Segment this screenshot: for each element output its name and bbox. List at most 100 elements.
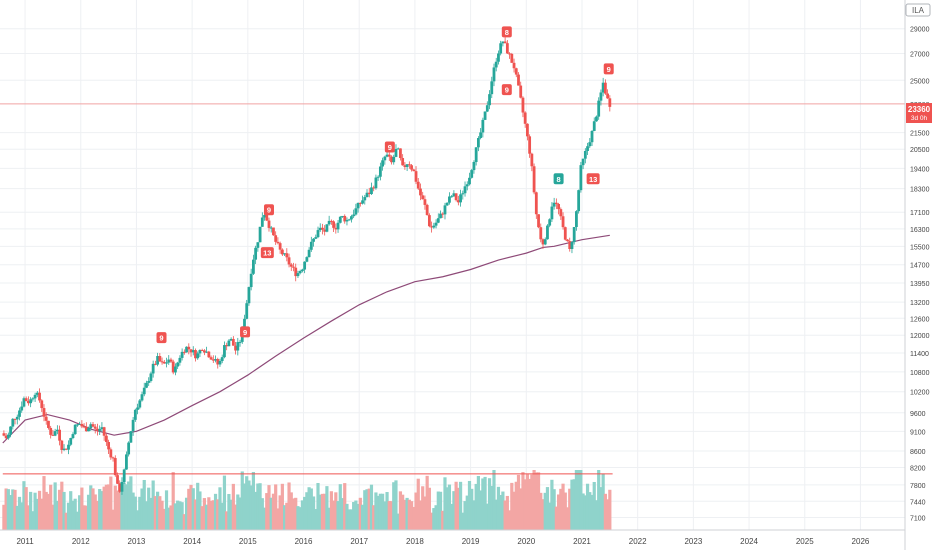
candle-body [78,423,82,425]
candle-body [606,93,610,99]
volume-bar [55,500,59,530]
candle-body [307,249,311,258]
volume-bar [606,499,610,530]
candle-body [468,177,471,185]
volume-bar [220,502,224,530]
candle-body [419,188,422,196]
candle-body [403,165,407,168]
volume-bar [236,494,240,530]
candle-body [483,111,487,120]
volume-bar [505,495,509,530]
candle-body [107,442,110,450]
candle-body [96,428,99,431]
volume-bar [271,493,276,530]
volume-bar [327,507,331,530]
volume-bar [447,484,452,530]
volume-bar [42,476,46,530]
volume-bar [153,496,157,530]
volume-bar [173,503,178,530]
candle-body [265,214,269,221]
volume-bar [37,490,42,530]
candle-body [125,454,128,470]
candle-body [448,196,451,203]
candle-body [557,203,560,210]
volume-bar [467,480,472,530]
candle-body [80,423,84,427]
volume-bar [552,489,556,530]
volume-bar [231,483,235,530]
candle-body [64,448,68,450]
y-axis[interactable]: 29000 27000 25000 23360 21500 20500 19400 18300… [910,27,930,523]
candle-body [454,193,458,201]
candle-body [443,205,447,215]
candle-body [220,357,224,361]
candle-body [579,165,583,191]
y-tick-label: 27000 [910,52,930,59]
candle-body [570,242,574,249]
volume-bar [438,491,443,530]
volume-bar [387,501,391,530]
y-tick-label: 9600 [910,411,926,418]
candle-body [98,429,102,431]
volume-bar [144,501,149,530]
candle-body [2,433,6,436]
volume-bar [331,500,336,530]
volume-bar [485,503,489,530]
candle-body [53,431,57,436]
candle-body [229,338,233,341]
volume-bar [519,488,523,530]
marker-badge [263,204,274,216]
volume-bar [325,486,329,530]
volume-bar [445,487,449,530]
volume-bar [298,507,302,530]
candle-body [503,41,507,44]
candle-body [479,132,483,139]
x-axis[interactable]: 2011 2012 2013 2014 2015 2016 2017 2018 2019 2020… [16,537,869,546]
candle-body [209,357,213,360]
volume-bar [100,491,104,530]
candle-body [285,253,289,258]
x-tick-label: 2022 [629,537,647,546]
volume-bar [590,494,594,530]
candle-body [153,363,157,365]
volume-bar [182,514,186,530]
candle-body [399,148,402,159]
volume-bar [294,497,298,530]
candle-body [236,342,240,351]
volume-bar [490,485,494,530]
volume-bar [131,492,135,530]
volume-bar [305,492,309,530]
volume-bar [309,488,313,530]
volume-bar [11,489,15,530]
candle-body [67,444,70,450]
candle-body [11,418,15,427]
volume-bar [113,485,117,530]
candle-body [501,41,505,44]
volume-bar [601,473,605,530]
volume-bar [474,483,478,530]
marker-badge [603,63,614,75]
y-tick-label: 14700 [910,263,930,270]
candle-body [24,398,28,402]
volume-bar [180,502,184,530]
candle-body [334,227,338,230]
candle-body [207,351,211,358]
candle-body [497,53,500,62]
volume-bar [608,489,612,530]
volume-bar [291,498,296,530]
volume-bar [307,487,311,530]
volume-bar [412,506,416,530]
volume-bar [69,491,73,530]
y-tick-label: 25000 [910,78,930,85]
candle-body [278,243,282,250]
candle-body [238,341,242,343]
volume-bar [8,495,13,530]
candle-body [323,229,327,232]
candle-body [180,351,184,358]
y-tick-label: 12000 [910,333,930,340]
candle-body [29,399,33,404]
volume-bar [588,492,592,530]
symbol-badge[interactable]: ILA [905,3,931,17]
